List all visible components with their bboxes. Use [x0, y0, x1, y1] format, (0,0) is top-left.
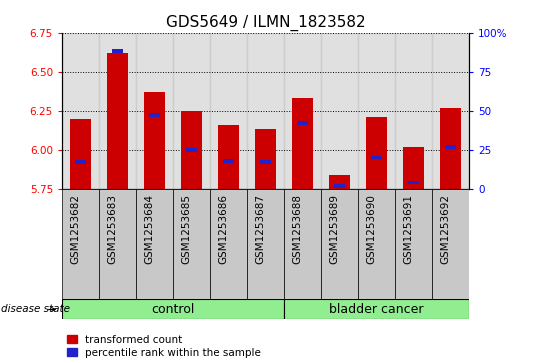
- Bar: [247, 33, 284, 189]
- Bar: [99, 33, 136, 189]
- Bar: [107, 53, 128, 189]
- Bar: [173, 189, 210, 299]
- Text: disease state: disease state: [1, 305, 70, 314]
- Bar: [284, 33, 321, 189]
- Text: GSM1253691: GSM1253691: [403, 194, 413, 264]
- Bar: [75, 160, 86, 164]
- Text: GSM1253689: GSM1253689: [329, 194, 340, 264]
- Bar: [181, 111, 202, 189]
- Text: GSM1253687: GSM1253687: [255, 194, 265, 264]
- Text: GSM1253692: GSM1253692: [440, 194, 451, 264]
- Bar: [445, 145, 456, 148]
- Text: GSM1253688: GSM1253688: [293, 194, 302, 264]
- Text: GSM1253690: GSM1253690: [367, 194, 376, 264]
- Bar: [367, 117, 386, 189]
- Bar: [358, 189, 395, 299]
- Text: GSM1253682: GSM1253682: [71, 194, 80, 264]
- Bar: [255, 130, 275, 189]
- Bar: [395, 33, 432, 189]
- Bar: [321, 33, 358, 189]
- Bar: [403, 147, 424, 189]
- Bar: [62, 299, 284, 319]
- Bar: [284, 189, 321, 299]
- Bar: [321, 189, 358, 299]
- Bar: [210, 33, 247, 189]
- Text: GSM1253684: GSM1253684: [144, 194, 155, 264]
- Bar: [62, 33, 99, 189]
- Bar: [395, 189, 432, 299]
- Bar: [144, 92, 164, 189]
- Bar: [136, 189, 173, 299]
- Bar: [432, 33, 469, 189]
- Bar: [210, 189, 247, 299]
- Bar: [260, 160, 271, 164]
- Title: GDS5649 / ILMN_1823582: GDS5649 / ILMN_1823582: [165, 15, 365, 31]
- Bar: [432, 189, 469, 299]
- Bar: [440, 107, 461, 189]
- Bar: [408, 180, 419, 184]
- Bar: [292, 98, 313, 189]
- Bar: [186, 148, 197, 152]
- Bar: [218, 125, 239, 189]
- Bar: [284, 299, 469, 319]
- Bar: [371, 156, 382, 159]
- Bar: [247, 189, 284, 299]
- Bar: [223, 159, 234, 163]
- Bar: [70, 118, 91, 189]
- Bar: [149, 114, 160, 117]
- Bar: [99, 189, 136, 299]
- Bar: [329, 175, 350, 189]
- Bar: [112, 49, 123, 53]
- Bar: [334, 184, 345, 188]
- Text: GSM1253686: GSM1253686: [218, 194, 229, 264]
- Text: bladder cancer: bladder cancer: [329, 303, 424, 316]
- Text: GSM1253685: GSM1253685: [182, 194, 191, 264]
- Text: GSM1253683: GSM1253683: [107, 194, 118, 264]
- Text: control: control: [151, 303, 195, 316]
- Bar: [62, 189, 99, 299]
- Bar: [136, 33, 173, 189]
- Bar: [297, 121, 308, 125]
- Bar: [173, 33, 210, 189]
- Legend: transformed count, percentile rank within the sample: transformed count, percentile rank withi…: [67, 335, 261, 358]
- Bar: [358, 33, 395, 189]
